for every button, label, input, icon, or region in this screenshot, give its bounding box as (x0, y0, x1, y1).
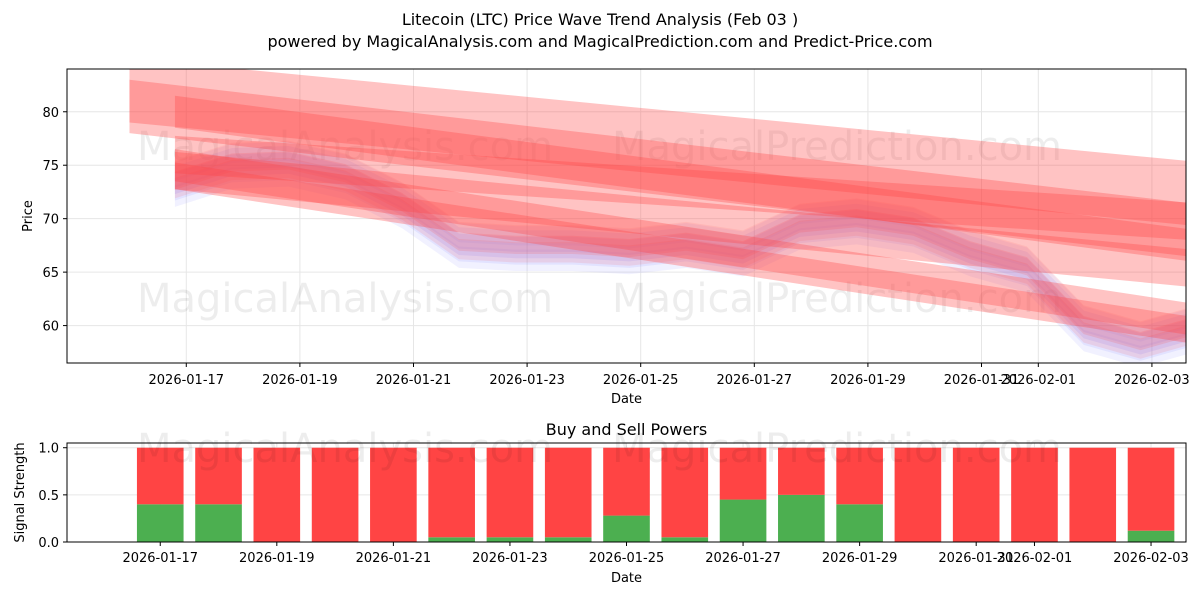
price-wave-band (174, 165, 1186, 363)
sell-bar (195, 447, 242, 505)
y-tick-label: 0.0 (38, 536, 59, 551)
sell-bar (1069, 447, 1117, 542)
plot-frame (66, 68, 1187, 364)
price-wave-band (174, 158, 1186, 361)
price-wave-band-red (174, 157, 1186, 359)
x-axis-label: Date (611, 392, 642, 407)
sell-bar (1011, 447, 1058, 542)
x-tick-label: 2026-01-25 (603, 373, 679, 388)
sell-bar (894, 447, 942, 542)
watermark-text: MagicalAnalysis.com (137, 276, 553, 322)
x-tick-label: 2026-01-29 (830, 373, 906, 388)
x-tick-label: 2026-01-23 (489, 373, 565, 388)
watermark-text: MagicalAnalysis.com (137, 426, 553, 472)
sell-bar (719, 447, 767, 500)
x-tick-label: 2026-01-23 (472, 551, 548, 566)
x-tick-label: 2026-01-27 (705, 551, 781, 566)
price-wave-band-red (174, 140, 1186, 340)
sell-bar (428, 447, 475, 538)
x-axis-label: Date (611, 571, 642, 586)
y-tick-label: 60 (42, 320, 59, 335)
x-tick-label: 2026-02-03 (1113, 551, 1189, 566)
y-tick-label: 65 (42, 266, 59, 281)
price-wave-band (174, 152, 1186, 355)
buy-bar (661, 537, 709, 542)
x-tick-label: 2026-02-03 (1114, 373, 1190, 388)
price-wave-band (174, 141, 1186, 342)
x-tick-label: 2026-01-27 (717, 373, 793, 388)
trend-band (174, 95, 1186, 261)
price-wave-band-red (174, 151, 1186, 351)
sell-bar (370, 447, 417, 542)
buy-bar (486, 537, 534, 542)
sell-bar (1127, 447, 1175, 531)
buy-bar (1127, 530, 1175, 542)
price-chart: MagicalAnalysis.com MagicalPrediction.com… (21, 68, 1190, 407)
sell-bar (311, 447, 359, 542)
sell-bar (952, 447, 1000, 542)
watermark-text: MagicalPrediction.com (612, 124, 1062, 170)
x-tick-label: 2026-01-17 (122, 551, 198, 566)
sell-bar (836, 447, 883, 505)
price-wave-band (174, 145, 1186, 349)
buy-bar (719, 499, 767, 542)
watermark-text: MagicalPrediction.com (612, 426, 1062, 472)
sell-bar (778, 447, 825, 495)
y-tick-label: 80 (42, 106, 59, 121)
watermark-text: MagicalPrediction.com (612, 276, 1062, 322)
y-tick-label: 70 (42, 213, 59, 228)
trend-band (174, 149, 1186, 335)
buy-bar (136, 504, 184, 542)
sell-bar (253, 447, 301, 542)
x-tick-label: 2026-01-19 (262, 373, 338, 388)
trend-band (129, 79, 1186, 257)
x-tick-label: 2026-01-21 (356, 551, 432, 566)
buy-bar (603, 515, 650, 542)
sell-bar (661, 447, 709, 538)
subplot-title: Buy and Sell Powers (546, 420, 708, 439)
buy-bar (428, 537, 475, 542)
y-tick-label: 0.5 (38, 489, 59, 504)
x-tick-label: 2026-02-01 (997, 551, 1073, 566)
trend-band (174, 162, 1186, 343)
plot-area (129, 69, 1186, 363)
x-tick-label: 2026-01-21 (376, 373, 452, 388)
sell-bar (136, 447, 184, 505)
y-axis-label: Price (21, 200, 36, 232)
trend-band (174, 151, 1186, 287)
buy-bar (544, 537, 592, 542)
x-tick-label: 2026-01-29 (822, 551, 898, 566)
sell-bar (544, 447, 592, 538)
trend-band (129, 69, 1186, 225)
x-tick-label: 2026-01-17 (149, 373, 225, 388)
chart-title: Litecoin (LTC) Price Wave Trend Analysis… (401, 10, 799, 29)
watermark-text: MagicalAnalysis.com (137, 124, 553, 170)
x-tick-label: 2026-02-01 (1001, 373, 1077, 388)
x-tick-label: 2026-01-31 (938, 551, 1014, 566)
buy-bar (836, 504, 883, 542)
x-tick-label: 2026-01-31 (944, 373, 1020, 388)
y-tick-label: 1.0 (38, 442, 59, 457)
chart-subtitle: powered by MagicalAnalysis.com and Magic… (267, 32, 933, 51)
y-axis-label: Signal Strength (13, 442, 28, 542)
x-tick-label: 2026-01-25 (589, 551, 665, 566)
trend-band (174, 135, 1186, 240)
sell-bar (486, 447, 534, 538)
sell-bar (603, 447, 650, 516)
buy-bar (778, 494, 825, 542)
x-tick-label: 2026-01-19 (239, 551, 315, 566)
buy-bar (195, 504, 242, 542)
y-tick-label: 75 (42, 159, 59, 174)
